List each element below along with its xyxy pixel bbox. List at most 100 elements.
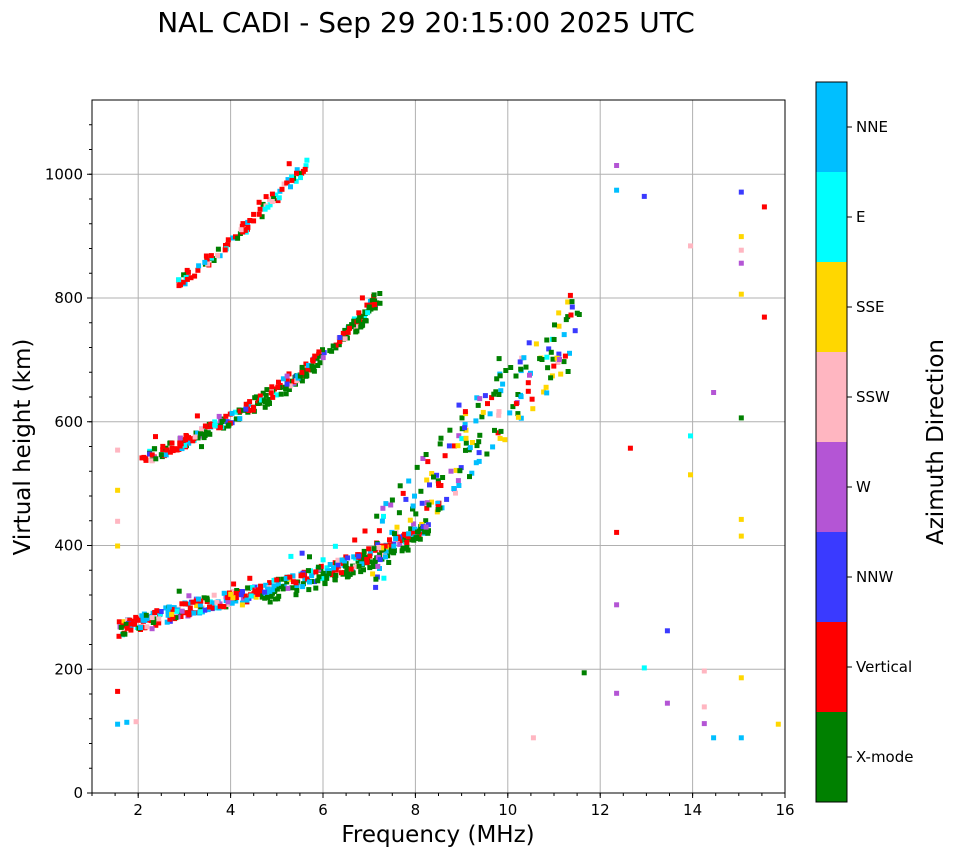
echo-point bbox=[194, 603, 200, 609]
echo-point bbox=[160, 443, 166, 449]
echo-point bbox=[394, 524, 400, 530]
echo-point bbox=[557, 357, 562, 362]
echo-point bbox=[134, 617, 140, 623]
echo-point bbox=[275, 580, 281, 586]
echo-point bbox=[194, 413, 200, 419]
echo-point bbox=[263, 392, 269, 398]
echo-point bbox=[397, 541, 403, 547]
echo-point bbox=[178, 614, 184, 619]
echo-point bbox=[320, 355, 326, 361]
echo-point bbox=[294, 170, 299, 176]
x-tick-label: 2 bbox=[133, 801, 143, 819]
echo-point bbox=[525, 388, 531, 394]
echo-point bbox=[269, 384, 275, 390]
echo-point bbox=[310, 358, 316, 364]
echo-point bbox=[498, 428, 504, 434]
echo-point bbox=[199, 426, 204, 432]
echo-point bbox=[267, 196, 272, 202]
echo-point bbox=[144, 624, 150, 630]
echo-point bbox=[149, 452, 155, 458]
echo-point bbox=[251, 218, 257, 224]
echo-point bbox=[393, 536, 399, 541]
echo-point bbox=[508, 365, 514, 370]
echo-point bbox=[170, 448, 176, 454]
echo-point bbox=[527, 372, 532, 378]
echo-point bbox=[284, 378, 290, 384]
echo-point bbox=[222, 247, 228, 253]
echo-point bbox=[500, 381, 506, 387]
echo-point bbox=[237, 416, 243, 422]
echo-point bbox=[359, 295, 365, 301]
echo-point bbox=[431, 474, 436, 480]
echo-point bbox=[153, 434, 158, 440]
echo-point bbox=[234, 588, 240, 593]
echo-point bbox=[413, 535, 419, 541]
echo-point bbox=[140, 615, 146, 621]
echo-point bbox=[395, 536, 401, 542]
echo-point bbox=[711, 735, 717, 741]
colorbar-segment bbox=[816, 622, 847, 712]
echo-point bbox=[315, 363, 321, 368]
echo-point bbox=[192, 273, 198, 279]
echo-point bbox=[333, 572, 339, 578]
echo-point bbox=[290, 573, 296, 579]
echo-point bbox=[211, 592, 217, 598]
echo-point bbox=[142, 617, 148, 623]
x-axis-label: Frequency (MHz) bbox=[341, 822, 534, 848]
echo-point bbox=[179, 608, 185, 614]
echo-point bbox=[379, 545, 385, 551]
echo-point bbox=[467, 474, 472, 480]
echo-point bbox=[242, 593, 248, 599]
echo-point bbox=[352, 537, 358, 543]
echo-point bbox=[267, 599, 273, 605]
echo-point bbox=[197, 609, 203, 615]
echo-point bbox=[201, 595, 207, 601]
chart-title: NAL CADI - Sep 29 20:15:00 2025 UTC bbox=[157, 6, 695, 39]
echo-point bbox=[496, 392, 502, 397]
echo-point bbox=[435, 500, 441, 506]
echo-point bbox=[424, 505, 430, 511]
echo-point bbox=[326, 571, 332, 576]
echo-point bbox=[153, 456, 159, 462]
colorbar-tick-label: NNE bbox=[856, 118, 888, 136]
echo-point bbox=[423, 524, 429, 530]
echo-point bbox=[371, 546, 377, 552]
echo-point bbox=[158, 452, 164, 458]
echo-point bbox=[262, 404, 268, 410]
echo-point bbox=[405, 534, 411, 540]
echo-point bbox=[345, 555, 351, 561]
echo-point bbox=[163, 605, 169, 611]
echo-point bbox=[303, 361, 309, 367]
echo-point bbox=[208, 421, 214, 427]
echo-point bbox=[247, 218, 253, 223]
echo-point bbox=[404, 543, 410, 549]
echo-point bbox=[299, 550, 305, 556]
echo-point bbox=[115, 447, 121, 453]
echo-point bbox=[187, 605, 193, 611]
echo-point bbox=[351, 554, 357, 560]
echo-point bbox=[455, 443, 461, 449]
echo-point bbox=[558, 371, 564, 377]
echo-point bbox=[238, 227, 244, 233]
echo-point bbox=[280, 586, 286, 592]
colorbar-frame bbox=[815, 81, 848, 803]
echo-point bbox=[563, 317, 569, 323]
echo-point bbox=[174, 608, 180, 614]
echo-point bbox=[347, 325, 352, 331]
echo-point bbox=[289, 177, 295, 183]
x-tick-label: 4 bbox=[226, 801, 236, 819]
echo-point bbox=[267, 580, 273, 586]
echo-point bbox=[345, 573, 351, 579]
echo-point bbox=[738, 415, 744, 421]
echo-point bbox=[225, 242, 231, 248]
echo-point bbox=[280, 576, 286, 582]
echo-point bbox=[495, 430, 501, 436]
echo-point bbox=[446, 443, 452, 449]
echo-point bbox=[477, 432, 483, 438]
echo-point bbox=[320, 347, 325, 353]
echo-point bbox=[316, 574, 322, 580]
echo-point bbox=[271, 577, 277, 583]
echo-point bbox=[370, 564, 376, 569]
echo-point bbox=[474, 395, 480, 401]
echo-point bbox=[377, 557, 383, 563]
